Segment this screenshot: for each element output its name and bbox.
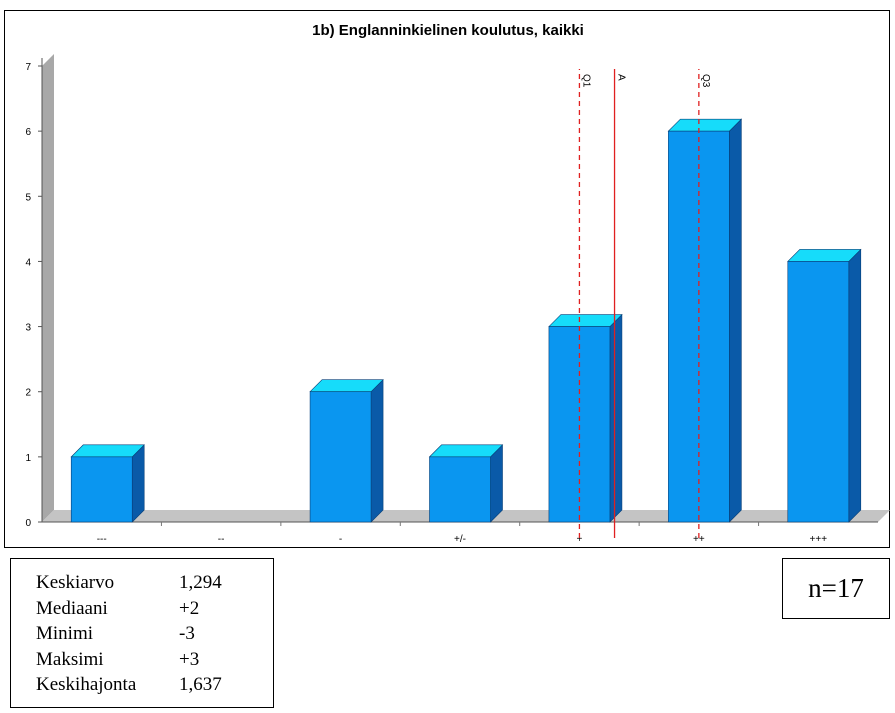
reference-line-label: A <box>616 74 627 81</box>
x-tick-label: +++ <box>810 534 828 545</box>
sample-size-box: n=17 <box>782 558 890 619</box>
x-tick-label: - <box>339 534 342 545</box>
chart-frame: 1b) Englanninkielinen koulutus, kaikki 0… <box>4 10 890 548</box>
x-tick-label: -- <box>218 534 225 545</box>
x-tick-label: ++ <box>693 534 705 545</box>
y-tick-label: 5 <box>25 192 31 203</box>
bar <box>309 391 372 523</box>
bar-chart: 1b) Englanninkielinen koulutus, kaikki 0… <box>25 22 890 545</box>
bar-top <box>70 444 145 458</box>
stat-row-max: Maksimi +3 <box>36 647 273 673</box>
chart-left-wall <box>42 54 54 522</box>
bar-side <box>848 248 862 523</box>
bar-top <box>309 379 384 393</box>
bar-side <box>609 313 623 523</box>
stat-value: -3 <box>179 623 195 644</box>
stat-value: +3 <box>179 648 200 670</box>
bar <box>787 261 850 523</box>
x-tick-label: --- <box>97 534 107 545</box>
stats-table: Keskiarvo 1,294 Mediaani +2 Minimi -3 Ma… <box>10 558 274 708</box>
stat-label: Maksimi <box>36 648 104 670</box>
chart-title: 1b) Englanninkielinen koulutus, kaikki <box>312 22 584 39</box>
stat-value: 1,637 <box>179 674 222 695</box>
stat-row-median: Mediaani +2 <box>36 596 273 622</box>
reference-line-label: Q3 <box>700 74 711 88</box>
stat-value: 1,294 <box>179 572 222 593</box>
stat-row-stddev: Keskihajonta 1,637 <box>36 672 273 698</box>
y-tick-label: 7 <box>25 62 31 73</box>
y-tick-label: 4 <box>25 257 31 268</box>
stat-label: Keskihajonta <box>36 674 137 695</box>
bar-top <box>428 444 504 458</box>
y-tick-label: 6 <box>25 127 31 138</box>
bar-top <box>667 118 743 132</box>
stat-row-mean: Keskiarvo 1,294 <box>36 570 273 596</box>
y-tick-label: 1 <box>25 453 31 464</box>
bar <box>70 456 133 523</box>
bar-top <box>787 249 862 262</box>
x-tick-label: +/- <box>454 534 466 545</box>
bar-top <box>548 314 623 327</box>
y-tick-label: 3 <box>25 323 31 334</box>
x-tick-label: + <box>577 534 583 545</box>
stat-label: Minimi <box>36 623 94 644</box>
y-tick-label: 0 <box>25 518 31 529</box>
stat-value: +2 <box>179 597 200 619</box>
stat-label: Keskiarvo <box>36 572 115 593</box>
stat-row-min: Minimi -3 <box>36 621 273 647</box>
reference-line-label: Q1 <box>580 74 591 88</box>
bar-side <box>370 378 384 523</box>
bar-side <box>729 118 742 523</box>
bar <box>429 456 491 523</box>
sample-size-label: n=17 <box>808 573 864 603</box>
bar-side <box>131 444 145 523</box>
bar-side <box>490 444 503 523</box>
y-tick-label: 2 <box>25 388 31 399</box>
stat-label: Mediaani <box>36 597 108 619</box>
